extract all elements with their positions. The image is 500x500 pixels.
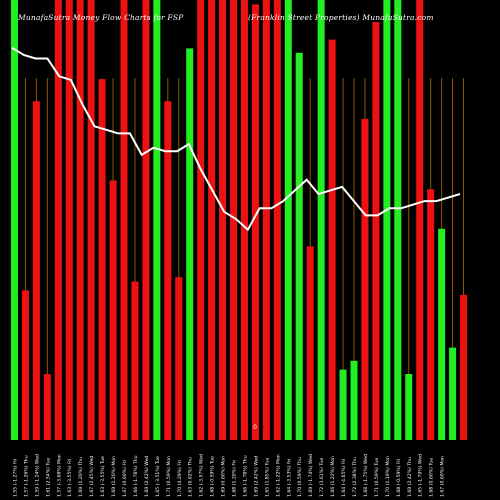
x-tick-label: 1.69 (2.42%) Thu	[407, 457, 413, 497]
money-flow-bar	[43, 374, 51, 440]
x-tick-label: 1.68 (0.60%) Tue	[429, 458, 435, 497]
money-flow-bar	[328, 39, 336, 440]
money-flow-bar	[295, 52, 303, 441]
money-flow-bar	[427, 189, 435, 440]
x-tick-label: 1.62 (-3.57%) Wed	[199, 454, 205, 497]
money-flow-bar	[87, 0, 95, 440]
money-flow-bar	[54, 0, 62, 440]
x-tick-label: 1.69 (1.20%) Mon	[111, 456, 117, 497]
x-tick-label: 1.68 (-1.75%) Wed	[363, 454, 369, 497]
x-tick-label: 1.69 (2.42%) Wed	[144, 456, 150, 497]
money-flow-bar	[284, 0, 292, 440]
x-tick-label: 1.69 (0.60%) Mon	[221, 456, 227, 497]
x-tick-label: 1.67 (2.45%) Wed	[89, 456, 95, 497]
chart-title: MunafaSutra Money Flow Charts for FSP	[18, 13, 184, 22]
x-tick-label: 1.63 (-3.55%) Tue	[100, 456, 106, 497]
x-tick-label: 1.69 (1.20%) Thu	[78, 457, 84, 497]
money-flow-bar	[449, 347, 457, 440]
x-tick-label: 1.62 (-1.22%) Mon	[275, 454, 281, 497]
money-flow-bar	[394, 0, 402, 440]
x-tick-label: 1.67 (0.60%) Fri	[122, 460, 128, 497]
x-tick-label: 1.61 (2.54%) Tue	[45, 458, 51, 497]
x-tick-label: 1.72 (2.38%) Thu	[352, 457, 358, 497]
x-tick-label: 1.64 (-3.53%) Fri	[286, 459, 292, 497]
money-flow-bar	[416, 0, 424, 440]
x-tick-label: 1.71 (0.59%) Mon	[166, 456, 172, 497]
x-axis-tick-labels: 1.55 (-1.27%) Fri 1.57 (-1.26%) Thu 1.59 (…	[12, 454, 445, 497]
money-flow-bar	[273, 0, 281, 440]
x-tick-label: 1.64 (-4.65%) Fri	[341, 459, 347, 497]
price-line	[11, 46, 461, 232]
money-flow-bar	[219, 0, 227, 440]
money-flow-bar	[164, 101, 172, 440]
x-tick-label: 1.57 (-3.68%) Mon	[56, 454, 62, 497]
x-tick-label: 1.59 (-1.24%) Wed	[34, 454, 40, 497]
money-flow-bar	[32, 101, 40, 440]
money-flow-bar	[262, 0, 270, 440]
money-flow-bar	[438, 228, 446, 440]
money-flow-bar	[131, 281, 139, 440]
x-tick-label: 1.72 (3.61%) Tue	[319, 458, 325, 497]
money-flow-bar	[186, 48, 194, 441]
money-flow-bar	[306, 246, 314, 440]
x-tick-label: 1.66 (-1.78%) Thu	[242, 455, 248, 497]
x-tick-label: 1.68 (-0.59%) Tue	[210, 456, 216, 497]
money-flow-bar	[339, 369, 347, 440]
axis-zero-marker: 0	[253, 424, 257, 431]
money-flow-bar	[120, 0, 128, 440]
x-tick-label: 1.69 (-1.74%) Wed	[308, 454, 314, 497]
money-flow-bar	[153, 0, 161, 440]
x-tick-label: 1.66 (1.22%) Mon	[330, 456, 336, 497]
money-flow-bar	[372, 22, 380, 440]
x-tick-label: 1.66 (-1.78%) Thu	[133, 455, 139, 497]
x-tick-label: 1.71 (0.59%) Tue	[374, 458, 380, 497]
x-tick-label: 1.70 (1.19%) Mon	[385, 456, 391, 497]
x-tick-label: 1.57 (-1.26%) Thu	[23, 455, 29, 497]
money-flow-bar	[142, 0, 150, 440]
money-flow-bar	[197, 0, 205, 440]
money-flow-bars	[10, 0, 468, 441]
money-flow-bar	[460, 294, 468, 440]
x-tick-label: 1.65 (-1.79%) Wed	[418, 454, 424, 497]
x-tick-label: 1.69 (2.42%) Wed	[253, 456, 259, 497]
money-flow-bar	[230, 0, 238, 440]
money-flow-bar	[251, 4, 259, 441]
money-flow-bar	[350, 360, 358, 440]
x-tick-label: 1.68 (-0.59%) Fri	[396, 459, 402, 497]
chart-subtitle: (Franklin Street Properties) MunafaSutra…	[248, 13, 434, 22]
money-flow-bar	[21, 290, 29, 440]
x-tick-label: 1.68 (1.20%) Fri	[232, 460, 238, 497]
money-flow-bar	[208, 0, 216, 440]
x-tick-label: 1.65 (1.85%) Tue	[264, 458, 270, 497]
money-flow-bar	[317, 0, 325, 440]
money-flow-bar	[240, 0, 248, 440]
x-tick-label: 1.70 (0.59%) Thu	[297, 457, 303, 497]
x-tick-label: 1.55 (-1.27%) Fri	[12, 459, 18, 497]
x-tick-label: 1.65 (-3.51%) Tue	[155, 456, 161, 497]
money-flow-bar	[65, 0, 73, 440]
money-flow-bar	[109, 180, 117, 440]
money-flow-bar	[76, 0, 84, 440]
x-tick-label: 1.63 (0.62%) Thu	[188, 457, 194, 497]
money-flow-bar	[361, 118, 369, 441]
money-flow-bar	[98, 79, 106, 440]
x-tick-label: 1.70 (4.29%) Fri	[177, 460, 183, 497]
money-flow-bar	[383, 0, 391, 440]
money-flow-bar	[175, 277, 183, 440]
x-tick-label: 1.63 (-3.55%) Fri	[67, 459, 73, 497]
money-flow-bar	[10, 0, 18, 440]
x-tick-label: 1.67 (0.60%) Mon	[440, 456, 446, 497]
money-flow-bar	[405, 374, 413, 440]
